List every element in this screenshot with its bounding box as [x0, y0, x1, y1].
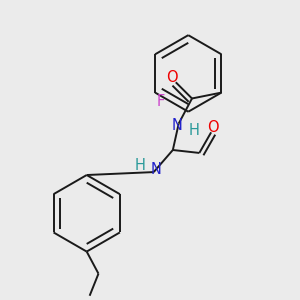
- Text: O: O: [167, 70, 178, 86]
- Text: N: N: [172, 118, 183, 134]
- Text: F: F: [157, 94, 165, 109]
- Text: H: H: [135, 158, 146, 173]
- Text: H: H: [189, 123, 200, 138]
- Text: O: O: [207, 119, 218, 134]
- Text: N: N: [151, 162, 161, 177]
